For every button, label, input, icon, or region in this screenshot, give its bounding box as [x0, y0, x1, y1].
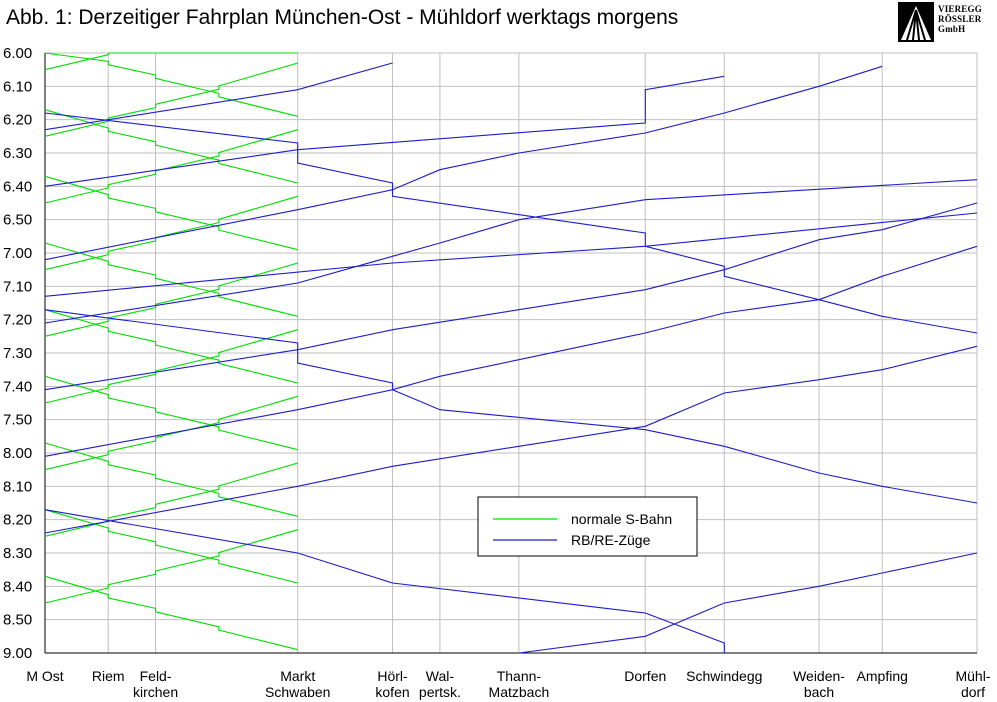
- sbahn-outbound-line: [44, 175, 298, 251]
- y-tick-label: 8.40: [3, 578, 32, 595]
- y-tick-label: 6.00: [3, 45, 32, 62]
- y-tick-label: 7.10: [3, 278, 32, 295]
- sbahn-inbound-line: [44, 195, 298, 271]
- sbahn-inbound-line: [44, 395, 298, 471]
- logo-line-3: GmbH: [938, 24, 966, 34]
- station-label: Ampfing: [857, 668, 908, 684]
- rb-line: [44, 75, 725, 187]
- station-label: bach: [804, 684, 834, 700]
- station-label: kirchen: [133, 684, 178, 700]
- y-tick-label: 8.00: [3, 445, 32, 462]
- chart-title: Abb. 1: Derzeitiger Fahrplan München-Ost…: [6, 6, 679, 29]
- sbahn-inbound-line: [44, 52, 298, 71]
- legend-box: [477, 496, 698, 557]
- station-label: Wal-: [426, 668, 455, 684]
- company-logo: VIEREGG RÖSSLER GmbH: [898, 2, 994, 44]
- sbahn-outbound-line: [44, 309, 298, 384]
- rb-line: [44, 112, 978, 334]
- station-label: kofen: [375, 684, 409, 700]
- rb-line: [44, 212, 978, 297]
- sbahn-layer: [44, 52, 298, 651]
- sbahn-inbound-line: [44, 529, 298, 604]
- sbahn-inbound-line: [44, 262, 298, 337]
- y-tick-label: 7.20: [3, 312, 32, 329]
- legend-label-sbahn: normale S-Bahn: [571, 511, 672, 527]
- y-tick-label: 6.10: [3, 78, 32, 95]
- y-tick-label: 8.30: [3, 545, 32, 562]
- y-tick-label: 6.30: [3, 145, 32, 162]
- sbahn-outbound-line: [44, 442, 298, 517]
- station-label: Mühl-: [955, 668, 990, 684]
- y-tick-label: 7.30: [3, 345, 32, 362]
- rb-line: [44, 62, 393, 131]
- station-label: Markt: [280, 668, 315, 684]
- rb-line: [44, 202, 978, 391]
- sbahn-inbound-line: [44, 62, 298, 137]
- logo-line-2: RÖSSLER: [938, 14, 982, 24]
- sbahn-outbound-line: [44, 375, 298, 451]
- station-label: Feld-: [140, 668, 172, 684]
- logo-line-1: VIEREGG: [938, 4, 982, 14]
- y-tick-label: 8.50: [3, 612, 32, 629]
- legend: normale S-Bahn RB/RE-Züge: [477, 496, 698, 557]
- station-label: M Ost: [26, 668, 63, 684]
- sbahn-outbound-line: [44, 575, 298, 651]
- axis-layer: [44, 53, 977, 654]
- station-label: Schwindegg: [686, 668, 762, 684]
- rb-line: [44, 345, 978, 534]
- station-label: pertsk.: [419, 684, 461, 700]
- rb-line: [44, 65, 883, 261]
- logo-mark-icon: [898, 2, 934, 42]
- station-label: Schwaben: [265, 684, 330, 700]
- y-tick-label: 9.00: [3, 645, 32, 662]
- rb-line: [44, 179, 978, 324]
- rb-line: [44, 309, 978, 504]
- y-tick-label: 7.50: [3, 412, 32, 429]
- sbahn-inbound-line: [44, 329, 298, 404]
- y-tick-label: 7.40: [3, 378, 32, 395]
- y-tick-labels: 6.00 6.10 6.20 6.30 6.40 6.50 7.00 7.10 7.20 7.30…: [3, 45, 32, 662]
- legend-label-rb: RB/RE-Züge: [571, 532, 651, 548]
- y-tick-label: 8.10: [3, 478, 32, 495]
- station-label: dorf: [961, 684, 985, 700]
- station-label: Riem: [92, 668, 125, 684]
- y-tick-label: 6.20: [3, 112, 32, 129]
- station-label: Matzbach: [489, 684, 550, 700]
- grid-layer: [44, 52, 978, 654]
- station-label: Hörl-: [377, 668, 408, 684]
- station-label: Dorfen: [624, 668, 666, 684]
- sbahn-inbound-line: [44, 462, 298, 537]
- y-tick-label: 6.50: [3, 212, 32, 229]
- rb-line: [518, 552, 978, 654]
- station-label: Weiden-: [793, 668, 845, 684]
- sbahn-outbound-line: [44, 242, 298, 317]
- rb-layer: [44, 62, 978, 654]
- y-tick-label: 6.40: [3, 178, 32, 195]
- sbahn-outbound-line: [44, 109, 298, 184]
- y-tick-label: 8.20: [3, 512, 32, 529]
- rb-line: [44, 509, 725, 653]
- sbahn-inbound-line: [44, 129, 298, 204]
- rb-line: [44, 245, 978, 457]
- station-label: Thann-: [497, 668, 542, 684]
- sbahn-outbound-line: [44, 52, 298, 117]
- sbahn-outbound-line: [44, 509, 298, 584]
- y-tick-label: 7.00: [3, 245, 32, 262]
